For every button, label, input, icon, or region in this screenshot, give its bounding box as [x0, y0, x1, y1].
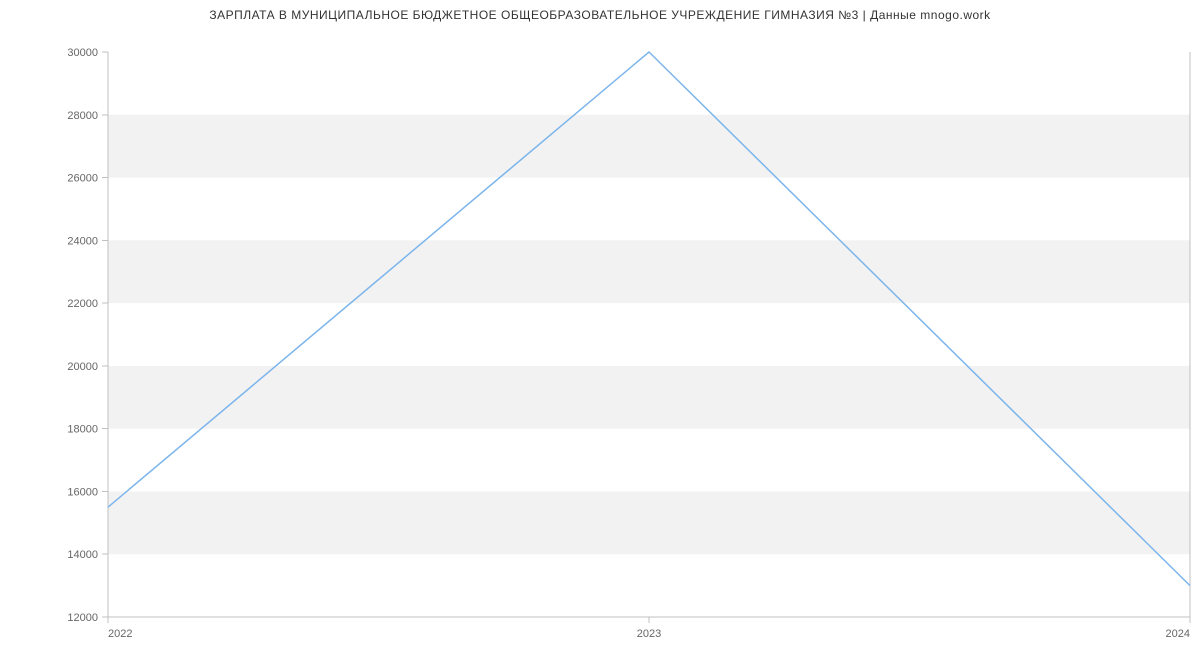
x-tick-label: 2024	[1166, 628, 1190, 640]
chart-title: ЗАРПЛАТА В МУНИЦИПАЛЬНОЕ БЮДЖЕТНОЕ ОБЩЕО…	[0, 0, 1200, 22]
y-tick-label: 16000	[67, 486, 98, 498]
y-tick-label: 20000	[67, 361, 98, 373]
chart-svg: 12000 14000 16000 18000 20000 22000 24000 26000…	[0, 22, 1200, 642]
grid-band	[108, 491, 1190, 554]
y-tick-label: 14000	[67, 549, 98, 561]
y-tick-label: 22000	[67, 298, 98, 310]
y-tick-label: 24000	[67, 235, 98, 247]
y-tick-label: 26000	[67, 173, 98, 185]
y-tick-label: 28000	[67, 110, 98, 122]
grid-band	[108, 366, 1190, 429]
grid-band	[108, 115, 1190, 178]
x-tick-label: 2023	[637, 628, 661, 640]
x-tick-label: 2022	[108, 628, 132, 640]
y-tick-label: 12000	[67, 612, 98, 624]
grid-band	[108, 240, 1190, 303]
salary-line-chart: ЗАРПЛАТА В МУНИЦИПАЛЬНОЕ БЮДЖЕТНОЕ ОБЩЕО…	[0, 0, 1200, 650]
y-tick-label: 18000	[67, 424, 98, 436]
y-tick-label: 30000	[67, 47, 98, 59]
